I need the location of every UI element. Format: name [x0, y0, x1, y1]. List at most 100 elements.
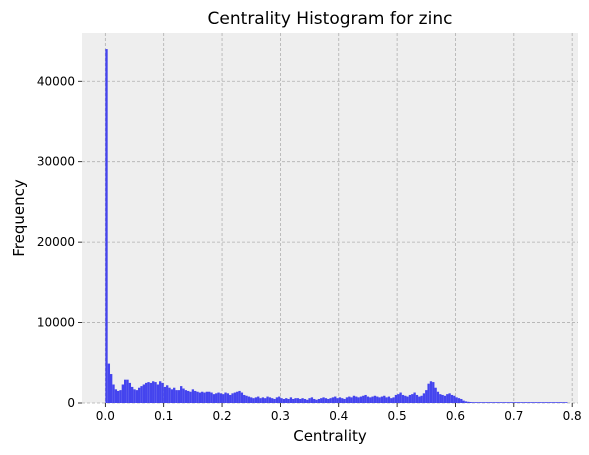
histogram-bar: [532, 402, 535, 403]
histogram-bar: [350, 397, 353, 403]
histogram-bar: [483, 402, 486, 403]
histogram-bar: [126, 379, 129, 403]
histogram-bar: [191, 389, 195, 403]
histogram-bar: [348, 396, 351, 403]
histogram-bar: [371, 396, 374, 403]
histogram-bar: [289, 397, 293, 403]
histogram-bar: [427, 383, 430, 403]
histogram-bar: [401, 394, 405, 403]
histogram-bar: [548, 402, 552, 403]
histogram-bar: [525, 402, 528, 403]
histogram-bar: [308, 398, 311, 403]
y-tick-label: 10000: [37, 316, 75, 330]
histogram-bar: [432, 382, 435, 403]
histogram-bar: [376, 396, 379, 403]
histogram-bar: [282, 398, 286, 403]
histogram-bar: [422, 393, 426, 403]
histogram-bar: [119, 390, 122, 403]
histogram-bar: [392, 397, 395, 403]
histogram-bar: [387, 396, 391, 403]
histogram-bar: [418, 396, 421, 403]
histogram-bar: [152, 381, 155, 403]
y-tick-label: 20000: [37, 235, 75, 249]
histogram-bar: [534, 402, 538, 403]
x-tick-label: 0.6: [446, 409, 465, 423]
histogram-bar: [121, 384, 125, 403]
histogram-bar: [355, 396, 358, 403]
histogram-bar: [229, 394, 232, 403]
histogram-bar: [233, 392, 237, 403]
histogram-bar: [434, 387, 437, 403]
histogram-bar: [259, 398, 262, 403]
histogram-bar: [415, 394, 419, 403]
histogram-bar: [476, 402, 479, 403]
histogram-bar: [499, 402, 503, 403]
histogram-bar: [420, 395, 423, 403]
histogram-bar: [523, 402, 526, 403]
histogram-bar: [135, 390, 139, 403]
histogram-bar: [474, 402, 477, 403]
histogram-bar: [490, 402, 493, 403]
histogram-bar: [357, 397, 360, 403]
histogram-bar: [544, 402, 547, 403]
histogram-bar: [112, 384, 115, 403]
histogram-bar: [390, 398, 393, 403]
histogram-bar: [280, 398, 283, 403]
histogram-bar: [163, 386, 167, 403]
histogram-bar: [399, 392, 402, 403]
histogram-bar: [215, 393, 218, 403]
y-tick-label: 30000: [37, 155, 75, 169]
histogram-bar: [385, 397, 388, 403]
histogram-bar: [301, 398, 304, 403]
histogram-bar: [324, 398, 328, 403]
histogram-bar: [338, 397, 342, 403]
histogram-bar: [369, 397, 372, 403]
histogram-bar: [217, 392, 220, 403]
x-tick-label: 0.2: [213, 409, 232, 423]
histogram-bar: [478, 402, 482, 403]
histogram-bar: [485, 402, 489, 403]
histogram-bar: [208, 391, 211, 403]
histogram-bar: [128, 382, 132, 403]
histogram-bar: [464, 401, 468, 403]
histogram-bar: [175, 390, 178, 403]
histogram-bar: [345, 397, 349, 403]
histogram-bar: [198, 392, 202, 403]
histogram-bar: [168, 387, 171, 403]
histogram-bar: [497, 402, 500, 403]
y-tick-label: 40000: [37, 74, 75, 88]
histogram-bar: [541, 402, 545, 403]
histogram-bar: [278, 396, 281, 403]
histogram-bar: [446, 394, 449, 403]
histogram-bar: [527, 402, 531, 403]
histogram-bar: [142, 384, 146, 403]
histogram-bar: [513, 402, 517, 403]
histogram-bar: [247, 396, 251, 403]
histogram-bar: [110, 374, 113, 403]
histogram-bar: [240, 392, 244, 403]
histogram-bar: [222, 394, 225, 403]
histogram-bar: [166, 385, 169, 403]
histogram-bar: [380, 396, 384, 403]
histogram-bar: [511, 402, 514, 403]
histogram-bar: [292, 398, 295, 403]
histogram-bar: [299, 398, 302, 403]
histogram-bar: [205, 391, 209, 403]
y-tick-label: 0: [67, 396, 75, 410]
histogram-bar: [558, 402, 561, 403]
chart-title: Centrality Histogram for zinc: [208, 9, 453, 29]
x-axis-label: Centrality: [293, 427, 367, 445]
histogram-bar: [236, 391, 239, 403]
histogram-bar: [504, 402, 507, 403]
histogram-bar: [138, 387, 141, 403]
histogram-bars: [105, 49, 568, 404]
histogram-bar: [250, 397, 253, 403]
histogram-bar: [450, 394, 454, 403]
histogram-bar: [509, 402, 512, 403]
histogram-bar: [492, 402, 496, 403]
histogram-bar: [117, 390, 120, 403]
histogram-bar: [373, 395, 377, 403]
histogram-bar: [378, 397, 381, 403]
histogram-bar: [471, 402, 475, 403]
